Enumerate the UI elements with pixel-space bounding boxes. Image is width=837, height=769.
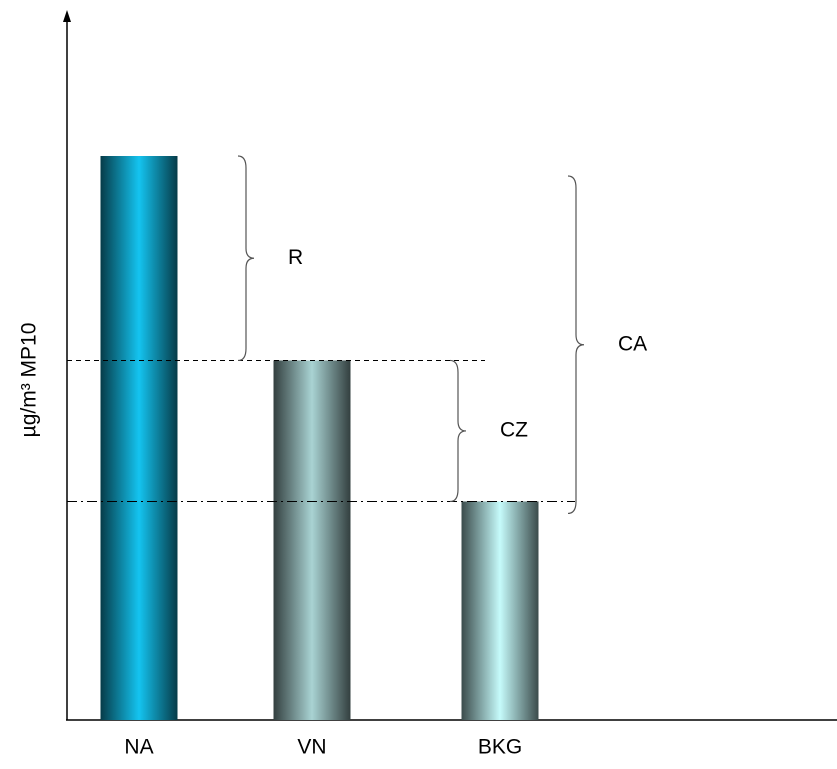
bar [100,156,178,720]
annotation: CA [618,332,647,355]
brace [567,175,585,515]
bar [461,501,539,720]
annotation: CZ [500,418,528,441]
brace [237,155,255,362]
x-tick-label: VN [297,736,326,759]
x-tick-label: NA [124,736,153,759]
y-axis-label: µg/m³ MP10 [18,323,41,438]
bar [273,360,351,720]
y-axis-arrow [63,10,71,22]
annotation: R [288,246,303,269]
brace [449,359,467,503]
x-tick-label: BKG [478,736,522,759]
